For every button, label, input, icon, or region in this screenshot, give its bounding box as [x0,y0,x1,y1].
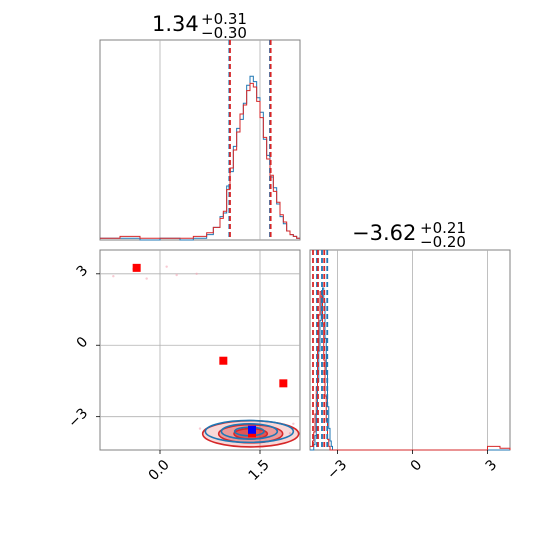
hist-series-red [310,291,511,451]
svg-text:1.34: 1.34 [152,12,199,36]
x-tick-labels: 0.0 1.5 [146,450,273,484]
scatter-point [112,274,115,278]
hist-series-red [100,82,300,239]
panel-frame [309,249,511,451]
y-tick-label: 3 [74,262,92,280]
panel-frame [99,249,301,451]
marginal-hist-param-1 [99,39,301,241]
param-1-value: 1.34 [152,12,199,36]
scatter-point [195,272,198,276]
x-tick-label: 1.5 [246,457,273,484]
contour-blue [204,419,295,444]
grid [159,40,261,240]
x-tick-labels: −3 0 3 [324,450,500,483]
param-2-plus: +0.21 [420,219,466,237]
scatter-point [175,273,178,277]
panel-frame [99,39,301,241]
scatter-point [198,427,202,430]
quantile-lines [228,40,272,240]
scatter-point [288,432,292,435]
marker-red [132,263,141,272]
param-1-title: 1.34 +0.31 −0.30 [152,10,247,42]
param-2-value: −3.62 [352,221,416,245]
contour-blue [220,423,279,440]
scatter-point [165,265,168,268]
scatter-point [292,422,295,426]
x-tick-label: −3 [324,457,350,483]
y-tick-labels: −3 0 3 [65,262,100,431]
hist-series-blue [310,287,510,451]
param-2-title: −3.62 +0.21 −0.20 [352,219,466,251]
markers [132,263,288,438]
x-tick-label: 3 [483,457,501,475]
x-tick-label: 0.0 [146,457,173,484]
param-1-plus: +0.31 [201,10,247,28]
marginal-hist-param-2: −3 0 3 [309,249,511,483]
y-tick-label: 0 [74,334,92,352]
marker-red [219,356,228,365]
marker-red [279,379,288,388]
grid [337,250,488,450]
scatter-point [145,277,148,280]
param-2-minus: −0.20 [420,233,466,251]
param-1-minus: −0.30 [201,24,247,42]
scatter-points [112,265,295,435]
marker-blue [248,425,256,434]
joint-distribution: −3 0 3 0.0 1.5 [65,249,301,484]
x-tick-label: 0 [408,457,426,475]
grid [100,250,300,450]
y-tick-label: −3 [65,405,91,431]
quantile-lines [312,250,329,450]
